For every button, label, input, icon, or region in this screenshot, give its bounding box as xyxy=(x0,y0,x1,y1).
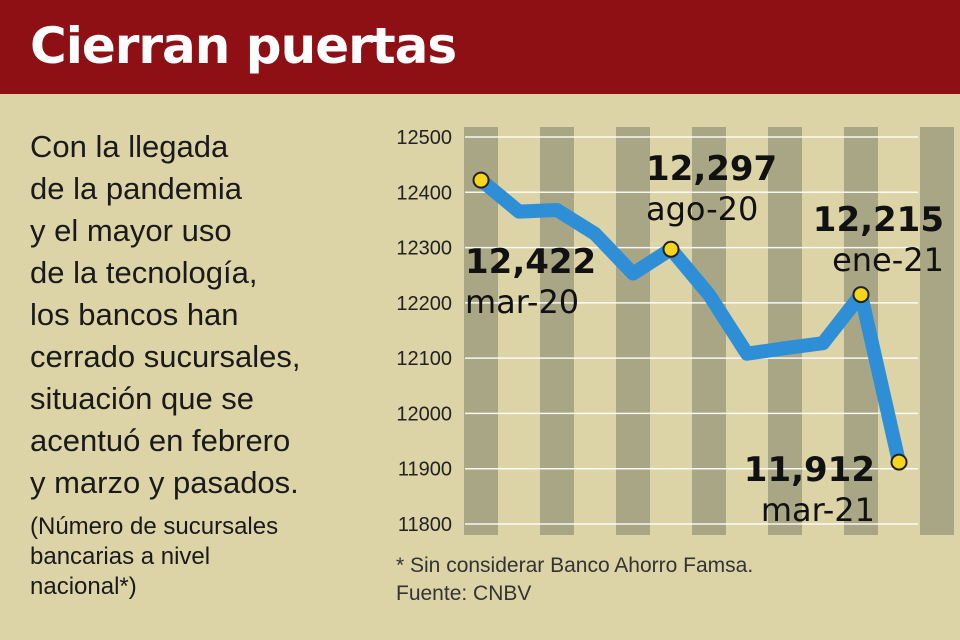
description-line: y el mayor uso xyxy=(30,213,232,248)
series-line xyxy=(474,173,906,470)
data-label-date: mar-21 xyxy=(761,491,875,529)
month-stripes xyxy=(464,127,954,535)
description-line: cerrado sucursales, xyxy=(30,339,301,374)
page-title: Cierran puertas xyxy=(30,17,457,75)
data-label-value: 12,297 xyxy=(646,149,777,189)
unit-note-line: (Número de sucursales xyxy=(30,513,279,540)
y-tick-label: 12400 xyxy=(396,182,452,204)
y-tick-label: 12100 xyxy=(396,348,452,370)
data-label-value: 11,912 xyxy=(744,450,875,490)
data-point-marker xyxy=(890,453,908,471)
description-text: Con la llegada de la pandemia y el mayor… xyxy=(30,126,360,504)
footnote-line: Fuente: CNBV xyxy=(396,582,532,605)
data-label-value: 12,422 xyxy=(465,242,596,282)
month-stripe xyxy=(920,127,954,535)
data-point-marker xyxy=(662,240,680,258)
y-tick-label: 12000 xyxy=(396,403,452,425)
unit-note-line: bancarias a nivel xyxy=(30,543,211,570)
unit-note: (Número de sucursales bancarias a nivel … xyxy=(30,512,360,602)
data-label-date: ago-20 xyxy=(646,190,758,228)
description-line: de la pandemia xyxy=(30,171,242,206)
month-stripe xyxy=(616,127,650,535)
y-tick-label: 11800 xyxy=(398,514,452,536)
data-label-date: mar-20 xyxy=(465,283,579,321)
description-line: de la tecnología, xyxy=(30,255,258,290)
y-tick-label: 12300 xyxy=(396,238,452,260)
description-line: y marzo y pasados. xyxy=(30,465,299,500)
description-line: situación que se xyxy=(30,381,255,416)
y-tick-label: 11900 xyxy=(398,459,452,481)
description-line: acentuó en febrero xyxy=(30,423,291,458)
gridlines: 12500 12400 12300 12200 12100 12000 11900 11800 xyxy=(396,127,918,536)
description-line: los bancos han xyxy=(30,297,239,332)
header-bar xyxy=(0,0,960,94)
month-stripe xyxy=(692,127,726,535)
footnote: * Sin considerar Banco Ahorro Famsa. Fue… xyxy=(396,552,753,608)
month-stripe xyxy=(540,127,574,535)
data-label-date: ene-21 xyxy=(832,241,944,279)
y-tick-label: 12200 xyxy=(396,293,452,315)
data-point-marker xyxy=(852,286,870,304)
data-label-value: 12,215 xyxy=(813,200,944,240)
footnote-line: * Sin considerar Banco Ahorro Famsa. xyxy=(396,554,754,577)
data-point-marker xyxy=(472,171,490,189)
y-tick-label: 12500 xyxy=(396,127,452,149)
month-stripe xyxy=(768,127,802,535)
unit-note-line: nacional*) xyxy=(30,573,137,600)
description-line: Con la llegada xyxy=(30,129,229,164)
